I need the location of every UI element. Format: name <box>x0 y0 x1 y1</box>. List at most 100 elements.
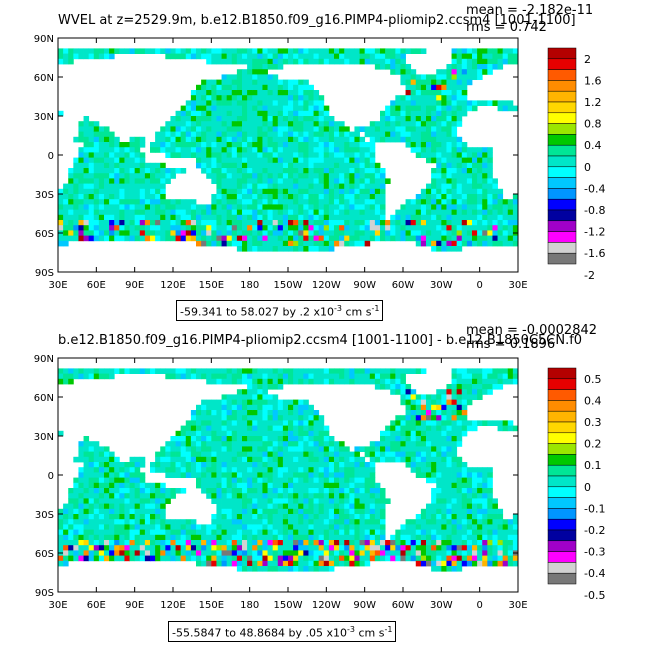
map-cell <box>431 462 437 468</box>
map-cell <box>252 168 258 174</box>
map-cell <box>88 147 95 153</box>
map-cell <box>451 152 458 158</box>
map-cell <box>247 430 253 437</box>
map-cell <box>221 451 228 458</box>
map-cell <box>441 79 447 86</box>
map-cell <box>502 534 509 541</box>
map-cell <box>461 100 468 106</box>
map-cell <box>104 214 110 221</box>
map-cell <box>277 477 284 484</box>
map-cell <box>288 373 294 380</box>
map-cell <box>226 482 233 489</box>
map-cell <box>221 126 228 132</box>
map-cell <box>221 555 228 562</box>
map-cell <box>461 560 468 567</box>
map-cell <box>282 235 289 242</box>
map-cell <box>211 157 217 164</box>
map-cell <box>288 467 294 473</box>
map-cell <box>83 53 90 60</box>
map-cell <box>252 58 258 65</box>
map-cell <box>180 131 187 138</box>
map-cell <box>472 529 478 536</box>
map-cell <box>267 560 274 567</box>
map-cell <box>216 540 222 546</box>
map-cell <box>446 404 452 411</box>
map-cell <box>298 560 304 567</box>
map-cell <box>88 441 95 447</box>
map-cell <box>267 157 274 164</box>
map-cell <box>415 131 422 138</box>
map-cell <box>400 110 406 117</box>
map-cell <box>88 230 95 236</box>
map-cell <box>395 136 401 143</box>
map-cell <box>236 168 243 174</box>
map-cell <box>277 136 284 143</box>
map-cell <box>170 220 176 226</box>
map-cell <box>487 162 493 169</box>
map-cell <box>211 220 217 226</box>
map-cell <box>170 555 176 562</box>
map-cell <box>139 235 146 242</box>
map-cell <box>262 131 268 138</box>
map-cell <box>472 540 478 546</box>
map-cell <box>313 488 320 494</box>
map-cell <box>461 477 468 484</box>
map-cell <box>497 199 504 205</box>
map-cell <box>73 493 79 499</box>
map-cell <box>405 105 412 112</box>
map-cell <box>104 209 110 216</box>
map-cell <box>415 524 422 530</box>
map-cell <box>267 199 274 205</box>
map-cell <box>477 235 483 242</box>
map-cell <box>456 555 463 562</box>
map-cell <box>441 131 447 138</box>
map-cell <box>369 121 376 127</box>
map-cell <box>221 173 228 179</box>
map-cell <box>415 415 422 421</box>
map-cell <box>426 84 432 91</box>
map-cell <box>415 152 422 158</box>
map-cell <box>441 493 447 499</box>
map-cell <box>354 477 360 484</box>
map-cell <box>201 545 207 551</box>
map-cell <box>313 493 320 499</box>
map-cell <box>150 178 156 184</box>
map-cell <box>390 534 396 541</box>
map-cell <box>185 446 192 452</box>
map-cell <box>466 545 473 551</box>
colorbar-swatch <box>547 166 577 178</box>
map-cell <box>88 514 95 520</box>
map-cell <box>410 214 417 221</box>
map-cell <box>272 514 279 520</box>
map-cell <box>114 534 120 541</box>
map-cell <box>267 378 274 385</box>
map-cell <box>272 524 279 530</box>
map-cell <box>98 214 105 221</box>
map-cell <box>277 540 284 546</box>
map-cell <box>298 550 304 556</box>
map-cell <box>242 545 248 551</box>
map-cell <box>139 540 146 546</box>
map-cell <box>104 462 110 468</box>
map-cell <box>349 373 355 380</box>
map-cell <box>252 430 258 437</box>
map-cell <box>252 508 258 515</box>
map-cell <box>472 508 478 515</box>
map-cell <box>334 534 340 541</box>
map-cell <box>359 472 366 478</box>
map-cell <box>420 472 427 478</box>
map-cell <box>262 410 268 416</box>
map-cell <box>98 472 105 478</box>
map-cell <box>109 472 115 478</box>
map-cell <box>201 53 207 60</box>
map-cell <box>58 430 64 437</box>
map-cell <box>298 410 304 416</box>
map-cell <box>201 451 207 458</box>
map-cell <box>369 136 376 143</box>
map-cell <box>262 204 268 210</box>
map-cell <box>354 188 360 195</box>
map-cell <box>236 209 243 216</box>
map-cell <box>129 209 136 216</box>
map-cell <box>359 142 366 148</box>
lat-tick-label: 0 <box>48 471 54 482</box>
